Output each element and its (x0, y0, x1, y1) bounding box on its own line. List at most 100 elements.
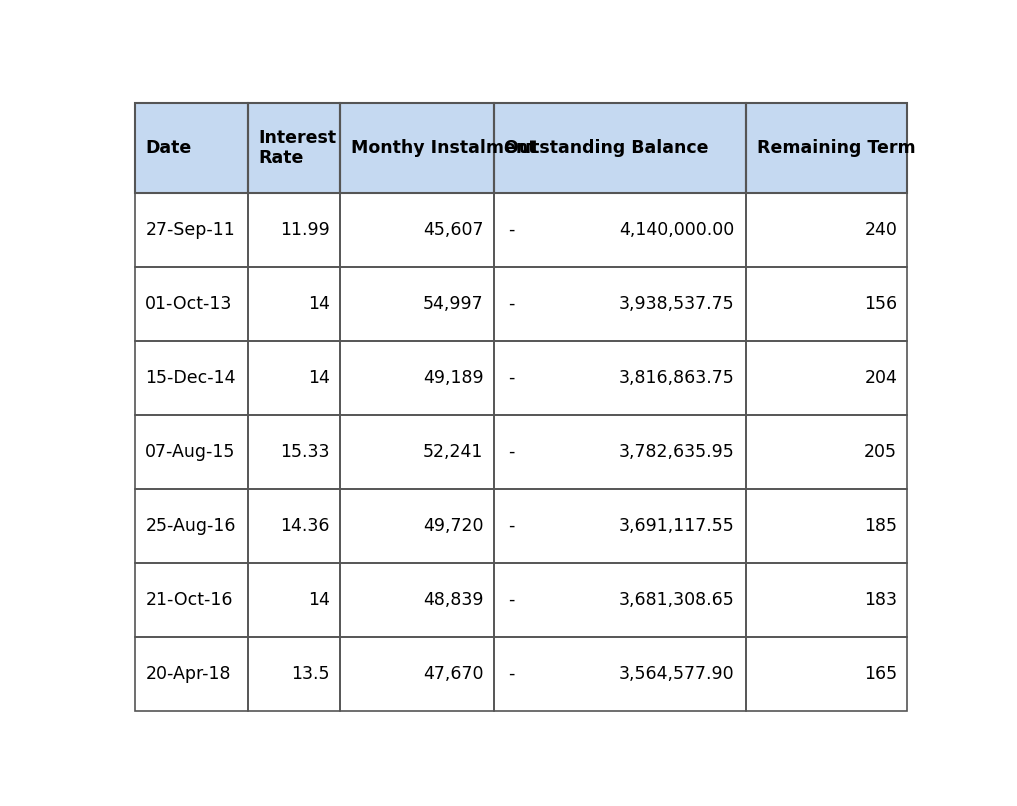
Bar (493, 489, 746, 563)
Text: -: - (507, 665, 515, 683)
Bar (248, 637, 341, 711)
Bar (135, 341, 248, 415)
Bar (493, 341, 746, 415)
Text: 3,816,863.75: 3,816,863.75 (619, 369, 734, 387)
Bar (493, 489, 746, 563)
Text: 13.5: 13.5 (292, 665, 331, 683)
Bar (746, 415, 907, 489)
Bar (746, 489, 907, 563)
Bar (341, 267, 493, 341)
Bar (746, 563, 907, 637)
Bar (746, 267, 907, 341)
Bar (746, 415, 907, 489)
Bar (341, 489, 493, 563)
Bar (341, 415, 493, 489)
Bar (746, 637, 907, 711)
Bar (746, 193, 907, 267)
Bar (248, 563, 341, 637)
Text: 21-Oct-16: 21-Oct-16 (145, 591, 233, 609)
Bar (493, 267, 746, 341)
Bar (493, 341, 746, 415)
Text: 14: 14 (308, 295, 331, 313)
Bar (341, 637, 493, 711)
Bar (341, 489, 493, 563)
Bar (746, 267, 907, 341)
Text: 240: 240 (864, 221, 897, 239)
Bar (135, 341, 248, 415)
Text: -: - (507, 221, 515, 239)
Text: 15-Dec-14: 15-Dec-14 (145, 369, 236, 387)
Bar (493, 415, 746, 489)
Bar (135, 637, 248, 711)
Bar (746, 489, 907, 563)
Bar (493, 193, 746, 267)
Bar (135, 193, 248, 267)
Text: 15.33: 15.33 (281, 443, 331, 461)
Bar (341, 267, 493, 341)
Text: Interest
Rate: Interest Rate (258, 128, 337, 168)
Bar (746, 637, 907, 711)
Bar (248, 563, 341, 637)
Text: 14.36: 14.36 (281, 517, 331, 535)
Text: 204: 204 (864, 369, 897, 387)
Bar (493, 415, 746, 489)
Bar (135, 103, 248, 193)
Bar (248, 193, 341, 267)
Text: -: - (507, 295, 515, 313)
Bar (248, 103, 341, 193)
Bar (746, 103, 907, 193)
Text: 20-Apr-18: 20-Apr-18 (145, 665, 231, 683)
Bar (135, 103, 248, 193)
Bar (248, 341, 341, 415)
Text: 47,670: 47,670 (423, 665, 483, 683)
Text: 45,607: 45,607 (423, 221, 483, 239)
Bar (493, 637, 746, 711)
Text: 25-Aug-16: 25-Aug-16 (145, 517, 236, 535)
Bar (493, 563, 746, 637)
Bar (746, 103, 907, 193)
Bar (341, 341, 493, 415)
Bar (746, 563, 907, 637)
Text: 49,720: 49,720 (423, 517, 483, 535)
Bar (248, 415, 341, 489)
Bar (248, 415, 341, 489)
Bar (341, 103, 493, 193)
Bar (493, 563, 746, 637)
Bar (135, 563, 248, 637)
Text: -: - (507, 591, 515, 609)
Bar (493, 193, 746, 267)
Bar (341, 563, 493, 637)
Text: 01-Oct-13: 01-Oct-13 (145, 295, 233, 313)
Text: 3,564,577.90: 3,564,577.90 (619, 665, 734, 683)
Text: 205: 205 (864, 443, 897, 461)
Text: 49,189: 49,189 (423, 369, 483, 387)
Text: 3,681,308.65: 3,681,308.65 (619, 591, 734, 609)
Bar (493, 267, 746, 341)
Bar (341, 415, 493, 489)
Bar (341, 193, 493, 267)
Bar (248, 267, 341, 341)
Bar (248, 267, 341, 341)
Bar (135, 415, 248, 489)
Text: Monthy Instalment: Monthy Instalment (351, 139, 536, 157)
Bar (341, 193, 493, 267)
Text: 07-Aug-15: 07-Aug-15 (145, 443, 236, 461)
Text: 185: 185 (864, 517, 897, 535)
Bar (493, 637, 746, 711)
Bar (135, 489, 248, 563)
Bar (341, 341, 493, 415)
Bar (135, 415, 248, 489)
Text: 3,782,635.95: 3,782,635.95 (619, 443, 734, 461)
Text: 3,691,117.55: 3,691,117.55 (619, 517, 734, 535)
Bar (135, 193, 248, 267)
Text: 165: 165 (864, 665, 897, 683)
Text: 3,938,537.75: 3,938,537.75 (619, 295, 734, 313)
Bar (493, 103, 746, 193)
Text: 11.99: 11.99 (281, 221, 331, 239)
Text: -: - (507, 517, 515, 535)
Bar (135, 637, 248, 711)
Text: 48,839: 48,839 (423, 591, 483, 609)
Bar (248, 341, 341, 415)
Bar (135, 563, 248, 637)
Bar (341, 103, 493, 193)
